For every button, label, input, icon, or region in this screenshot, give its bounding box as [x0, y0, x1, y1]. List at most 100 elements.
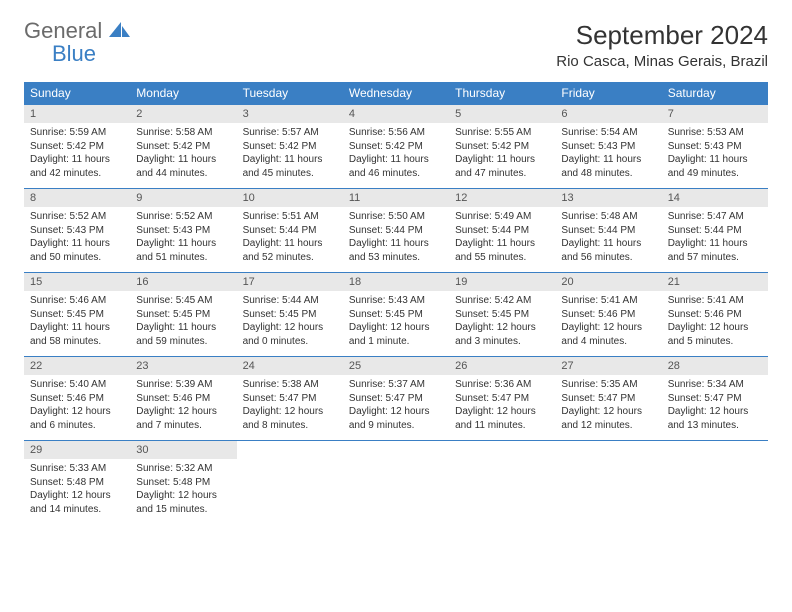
detail-line: Sunrise: 5:56 AM	[349, 126, 443, 140]
day-detail-cell	[449, 459, 555, 524]
day-number-cell: 8	[24, 189, 130, 208]
day-detail-cell: Sunrise: 5:48 AMSunset: 5:44 PMDaylight:…	[555, 207, 661, 273]
detail-line: Sunrise: 5:54 AM	[561, 126, 655, 140]
day-detail-cell: Sunrise: 5:57 AMSunset: 5:42 PMDaylight:…	[237, 123, 343, 189]
detail-line: Sunset: 5:45 PM	[136, 308, 230, 322]
detail-line: Sunset: 5:48 PM	[136, 476, 230, 490]
detail-line: and 59 minutes.	[136, 335, 230, 349]
day-detail-cell	[237, 459, 343, 524]
detail-line: and 4 minutes.	[561, 335, 655, 349]
day-number-cell: 23	[130, 357, 236, 376]
day-number-cell	[555, 441, 661, 460]
detail-line: Sunrise: 5:52 AM	[30, 210, 124, 224]
detail-line: Daylight: 12 hours	[136, 405, 230, 419]
detail-line: Sunrise: 5:51 AM	[243, 210, 337, 224]
detail-line: Sunset: 5:43 PM	[561, 140, 655, 154]
detail-line: and 45 minutes.	[243, 167, 337, 181]
detail-line: Sunrise: 5:32 AM	[136, 462, 230, 476]
detail-line: Sunrise: 5:41 AM	[668, 294, 762, 308]
detail-line: Sunset: 5:42 PM	[243, 140, 337, 154]
logo: General Blue	[24, 20, 131, 66]
detail-line: Daylight: 12 hours	[668, 405, 762, 419]
detail-line: Sunrise: 5:47 AM	[668, 210, 762, 224]
dow-header-cell: Friday	[555, 82, 661, 105]
day-number-cell: 9	[130, 189, 236, 208]
detail-line: and 46 minutes.	[349, 167, 443, 181]
detail-line: and 55 minutes.	[455, 251, 549, 265]
day-number-cell: 26	[449, 357, 555, 376]
detail-line: Daylight: 12 hours	[349, 321, 443, 335]
detail-line: Sunrise: 5:40 AM	[30, 378, 124, 392]
day-number-row: 22232425262728	[24, 357, 768, 376]
detail-line: Daylight: 12 hours	[349, 405, 443, 419]
day-number-cell	[662, 441, 768, 460]
detail-line: Daylight: 12 hours	[136, 489, 230, 503]
detail-line: Sunset: 5:44 PM	[668, 224, 762, 238]
detail-line: Sunset: 5:42 PM	[136, 140, 230, 154]
day-detail-cell: Sunrise: 5:35 AMSunset: 5:47 PMDaylight:…	[555, 375, 661, 441]
detail-line: and 1 minute.	[349, 335, 443, 349]
detail-line: and 53 minutes.	[349, 251, 443, 265]
dow-header-row: SundayMondayTuesdayWednesdayThursdayFrid…	[24, 82, 768, 105]
day-number-cell: 4	[343, 105, 449, 124]
detail-line: Sunset: 5:42 PM	[30, 140, 124, 154]
dow-header-cell: Tuesday	[237, 82, 343, 105]
detail-line: Daylight: 12 hours	[561, 405, 655, 419]
day-number-row: 2930	[24, 441, 768, 460]
day-number-cell: 14	[662, 189, 768, 208]
day-detail-cell: Sunrise: 5:59 AMSunset: 5:42 PMDaylight:…	[24, 123, 130, 189]
day-number-cell: 20	[555, 273, 661, 292]
detail-line: Sunrise: 5:53 AM	[668, 126, 762, 140]
detail-line: Sunrise: 5:52 AM	[136, 210, 230, 224]
day-detail-cell: Sunrise: 5:43 AMSunset: 5:45 PMDaylight:…	[343, 291, 449, 357]
detail-line: Sunset: 5:44 PM	[561, 224, 655, 238]
dow-header-cell: Wednesday	[343, 82, 449, 105]
detail-line: Daylight: 11 hours	[561, 153, 655, 167]
detail-line: Daylight: 11 hours	[561, 237, 655, 251]
detail-line: Sunset: 5:47 PM	[561, 392, 655, 406]
detail-line: and 12 minutes.	[561, 419, 655, 433]
detail-line: and 15 minutes.	[136, 503, 230, 517]
detail-line: Daylight: 12 hours	[243, 405, 337, 419]
day-detail-row: Sunrise: 5:40 AMSunset: 5:46 PMDaylight:…	[24, 375, 768, 441]
detail-line: Sunset: 5:44 PM	[455, 224, 549, 238]
day-detail-cell: Sunrise: 5:41 AMSunset: 5:46 PMDaylight:…	[662, 291, 768, 357]
detail-line: Sunrise: 5:49 AM	[455, 210, 549, 224]
day-detail-cell: Sunrise: 5:51 AMSunset: 5:44 PMDaylight:…	[237, 207, 343, 273]
detail-line: Daylight: 11 hours	[30, 153, 124, 167]
day-number-cell: 6	[555, 105, 661, 124]
detail-line: Daylight: 11 hours	[30, 237, 124, 251]
detail-line: and 8 minutes.	[243, 419, 337, 433]
title-block: September 2024 Rio Casca, Minas Gerais, …	[556, 20, 768, 70]
detail-line: Sunrise: 5:55 AM	[455, 126, 549, 140]
detail-line: Sunrise: 5:59 AM	[30, 126, 124, 140]
day-number-cell: 27	[555, 357, 661, 376]
detail-line: Sunset: 5:45 PM	[455, 308, 549, 322]
detail-line: Daylight: 12 hours	[561, 321, 655, 335]
day-detail-cell: Sunrise: 5:34 AMSunset: 5:47 PMDaylight:…	[662, 375, 768, 441]
day-number-cell: 13	[555, 189, 661, 208]
day-detail-cell: Sunrise: 5:40 AMSunset: 5:46 PMDaylight:…	[24, 375, 130, 441]
day-detail-cell: Sunrise: 5:42 AMSunset: 5:45 PMDaylight:…	[449, 291, 555, 357]
day-number-cell: 2	[130, 105, 236, 124]
detail-line: Daylight: 12 hours	[668, 321, 762, 335]
day-detail-cell: Sunrise: 5:32 AMSunset: 5:48 PMDaylight:…	[130, 459, 236, 524]
detail-line: Daylight: 12 hours	[243, 321, 337, 335]
logo-sail-icon	[109, 25, 131, 42]
detail-line: and 42 minutes.	[30, 167, 124, 181]
day-number-cell: 30	[130, 441, 236, 460]
detail-line: Sunset: 5:47 PM	[243, 392, 337, 406]
day-detail-cell: Sunrise: 5:52 AMSunset: 5:43 PMDaylight:…	[130, 207, 236, 273]
day-detail-row: Sunrise: 5:33 AMSunset: 5:48 PMDaylight:…	[24, 459, 768, 524]
day-detail-cell: Sunrise: 5:49 AMSunset: 5:44 PMDaylight:…	[449, 207, 555, 273]
detail-line: and 49 minutes.	[668, 167, 762, 181]
detail-line: Sunset: 5:44 PM	[243, 224, 337, 238]
day-number-cell: 15	[24, 273, 130, 292]
day-number-cell: 10	[237, 189, 343, 208]
detail-line: Sunrise: 5:34 AM	[668, 378, 762, 392]
detail-line: Sunrise: 5:58 AM	[136, 126, 230, 140]
day-number-cell: 18	[343, 273, 449, 292]
detail-line: Sunset: 5:43 PM	[136, 224, 230, 238]
day-detail-cell: Sunrise: 5:55 AMSunset: 5:42 PMDaylight:…	[449, 123, 555, 189]
day-detail-cell: Sunrise: 5:36 AMSunset: 5:47 PMDaylight:…	[449, 375, 555, 441]
